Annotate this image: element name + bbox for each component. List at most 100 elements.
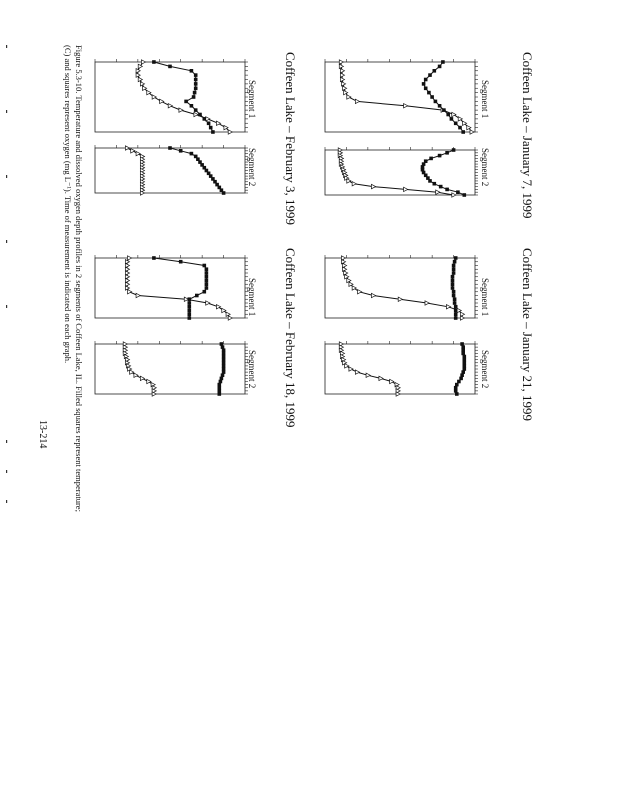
triangle-series-line bbox=[342, 258, 463, 318]
triangle-point bbox=[424, 300, 430, 306]
triangle-point bbox=[127, 255, 133, 261]
triangle-point bbox=[469, 129, 475, 135]
triangle-point bbox=[342, 266, 348, 273]
triangle-point bbox=[178, 107, 184, 113]
triangle-point bbox=[357, 288, 363, 295]
square-point bbox=[189, 151, 194, 156]
triangle-point bbox=[124, 277, 131, 284]
triangle-point bbox=[459, 315, 466, 321]
square-point bbox=[202, 289, 207, 294]
square-point bbox=[451, 271, 456, 275]
triangle-point bbox=[343, 270, 349, 276]
square-point bbox=[191, 95, 196, 99]
square-point bbox=[178, 149, 183, 153]
square-point bbox=[420, 167, 425, 172]
square-point bbox=[421, 170, 426, 175]
triangle-point bbox=[451, 192, 457, 198]
square-point bbox=[442, 108, 446, 112]
square-point bbox=[217, 389, 222, 393]
square-point bbox=[193, 108, 198, 112]
square-point bbox=[437, 104, 442, 108]
triangle-series-line bbox=[340, 62, 473, 133]
triangle-point bbox=[341, 81, 347, 87]
square-point bbox=[453, 385, 458, 390]
triangle-point bbox=[193, 111, 199, 118]
square-point bbox=[462, 354, 467, 359]
square-point bbox=[462, 193, 467, 197]
figure-caption-line2: (C) and squares represent oxygen (mg L⁻¹… bbox=[63, 45, 73, 364]
square-point bbox=[421, 162, 426, 166]
triangle-point bbox=[223, 124, 229, 131]
triangle-point bbox=[124, 270, 131, 276]
square-point bbox=[219, 188, 224, 192]
triangle-point bbox=[338, 63, 345, 70]
square-point bbox=[432, 69, 437, 73]
square-point bbox=[461, 345, 465, 349]
square-point bbox=[433, 99, 438, 104]
square-point bbox=[421, 82, 426, 86]
square-point bbox=[192, 90, 197, 95]
square-series-line bbox=[153, 257, 207, 318]
square-point bbox=[452, 301, 457, 305]
triangle-point bbox=[225, 311, 232, 318]
triangle-point bbox=[371, 292, 377, 299]
scan-speck bbox=[6, 175, 8, 178]
profile-panel bbox=[324, 59, 478, 135]
triangle-point bbox=[457, 116, 464, 122]
triangle-point bbox=[451, 111, 457, 118]
square-point bbox=[453, 121, 458, 126]
square-point bbox=[206, 171, 211, 176]
square-point bbox=[204, 286, 209, 290]
triangle-point bbox=[343, 89, 349, 96]
triangle-point bbox=[137, 76, 144, 83]
square-point bbox=[208, 174, 213, 178]
triangle-point bbox=[151, 391, 158, 397]
triangle-point bbox=[124, 266, 131, 273]
triangle-point bbox=[135, 72, 142, 78]
square-point bbox=[445, 187, 449, 192]
scan-speck bbox=[6, 500, 8, 503]
profile-panel bbox=[94, 59, 248, 135]
square-point bbox=[437, 153, 442, 158]
triangle-point bbox=[339, 72, 346, 78]
triangle-point bbox=[344, 363, 350, 369]
square-point bbox=[217, 385, 222, 390]
square-point bbox=[193, 154, 198, 159]
square-point bbox=[215, 182, 219, 187]
square-point bbox=[193, 86, 198, 91]
square-point bbox=[445, 151, 449, 155]
square-point bbox=[211, 177, 215, 181]
triangle-point bbox=[446, 303, 452, 310]
square-point bbox=[221, 348, 226, 352]
square-point bbox=[450, 274, 455, 279]
square-point bbox=[420, 165, 425, 169]
square-point bbox=[452, 259, 457, 264]
triangle-point bbox=[146, 89, 152, 96]
triangle-point bbox=[135, 292, 142, 299]
square-point bbox=[152, 256, 156, 260]
triangle-point bbox=[365, 372, 372, 379]
triangle-series-line bbox=[126, 147, 143, 193]
triangle-point bbox=[124, 262, 131, 269]
triangle-point bbox=[403, 186, 409, 193]
square-point bbox=[221, 364, 226, 368]
square-point bbox=[200, 163, 204, 167]
triangle-point bbox=[348, 366, 354, 372]
triangle-point bbox=[151, 94, 158, 100]
square-point bbox=[449, 117, 454, 121]
square-point bbox=[426, 176, 430, 180]
square-point bbox=[428, 73, 432, 77]
square-point bbox=[213, 179, 217, 184]
square-point bbox=[455, 382, 459, 387]
square-point bbox=[423, 173, 428, 178]
square-point bbox=[462, 367, 467, 371]
triangle-point bbox=[435, 189, 441, 195]
triangle-point bbox=[351, 180, 358, 187]
square-point bbox=[217, 392, 222, 396]
triangle-point bbox=[354, 369, 361, 375]
triangle-point bbox=[342, 262, 348, 269]
triangle-point bbox=[124, 281, 131, 288]
triangle-point bbox=[338, 59, 345, 65]
triangle-point bbox=[227, 315, 234, 321]
